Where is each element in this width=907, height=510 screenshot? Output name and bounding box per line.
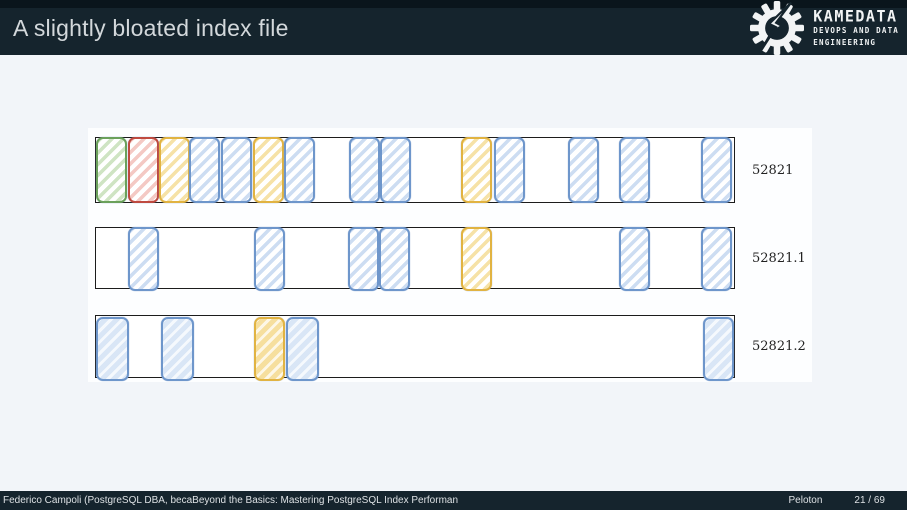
- index-row-2: [95, 227, 735, 291]
- logo-tagline-2: ENGINEERING: [813, 37, 877, 47]
- index-page-block-blue: [619, 227, 650, 291]
- row-label-3: 52821.2: [752, 339, 806, 354]
- index-page-block-yellow: [461, 137, 492, 203]
- row-label-1: 52821: [752, 162, 794, 178]
- index-row-1: [95, 137, 735, 203]
- kamedata-logo: KAMEDATA DEVOPS AND DATA ENGINEERING: [749, 0, 899, 55]
- index-page-block-blue: [703, 317, 734, 381]
- page-title: A slightly bloated index file: [13, 15, 289, 41]
- index-page-block-blue: [379, 227, 410, 291]
- footer-bar: Federico Campoli (PostgreSQL DBA, becaBe…: [0, 491, 907, 510]
- index-page-block-blue: [220, 137, 252, 203]
- index-page-block-blue: [493, 137, 525, 203]
- footer-right: Peloton 21 / 69: [788, 495, 885, 506]
- index-page-block-green: [96, 137, 127, 203]
- footer-venue: Peloton: [788, 495, 823, 506]
- index-page-block-yellow: [252, 137, 284, 203]
- header-bar: A slightly bloated index file KAMEDATA D…: [0, 0, 907, 55]
- index-page-block-yellow: [158, 137, 190, 203]
- gear-lightning-icon: [749, 0, 805, 55]
- index-page-block-blue: [286, 317, 319, 381]
- index-page-block-blue: [619, 137, 650, 203]
- index-page-block-blue: [349, 137, 380, 203]
- index-page-block-red: [127, 137, 159, 203]
- logo-name: KAMEDATA: [813, 6, 898, 25]
- footer-page-number: 21 / 69: [854, 495, 885, 506]
- index-page-block-yellow: [254, 317, 285, 381]
- index-page-block-blue: [701, 137, 732, 203]
- row-label-2: 52821.1: [752, 250, 806, 266]
- index-page-block-blue: [96, 317, 129, 381]
- index-page-block-blue: [568, 137, 599, 203]
- index-diagram-panel: 52821 52821.1 52821.2: [88, 128, 812, 382]
- index-page-block-blue: [189, 137, 220, 203]
- index-page-block-blue: [128, 227, 159, 291]
- index-page-block-blue: [254, 227, 285, 291]
- logo-text: KAMEDATA DEVOPS AND DATA ENGINEERING: [813, 6, 899, 48]
- index-page-block-blue: [284, 137, 315, 203]
- logo-tagline-1: DEVOPS AND DATA: [813, 25, 899, 35]
- index-page-block-blue: [161, 317, 194, 381]
- index-page-block-yellow: [461, 227, 492, 291]
- index-page-block-blue: [701, 227, 732, 291]
- index-page-block-blue: [348, 227, 379, 291]
- index-row-3: [95, 315, 735, 381]
- index-page-block-blue: [379, 137, 411, 203]
- footer-author-title: Federico Campoli (PostgreSQL DBA, becaBe…: [3, 495, 459, 506]
